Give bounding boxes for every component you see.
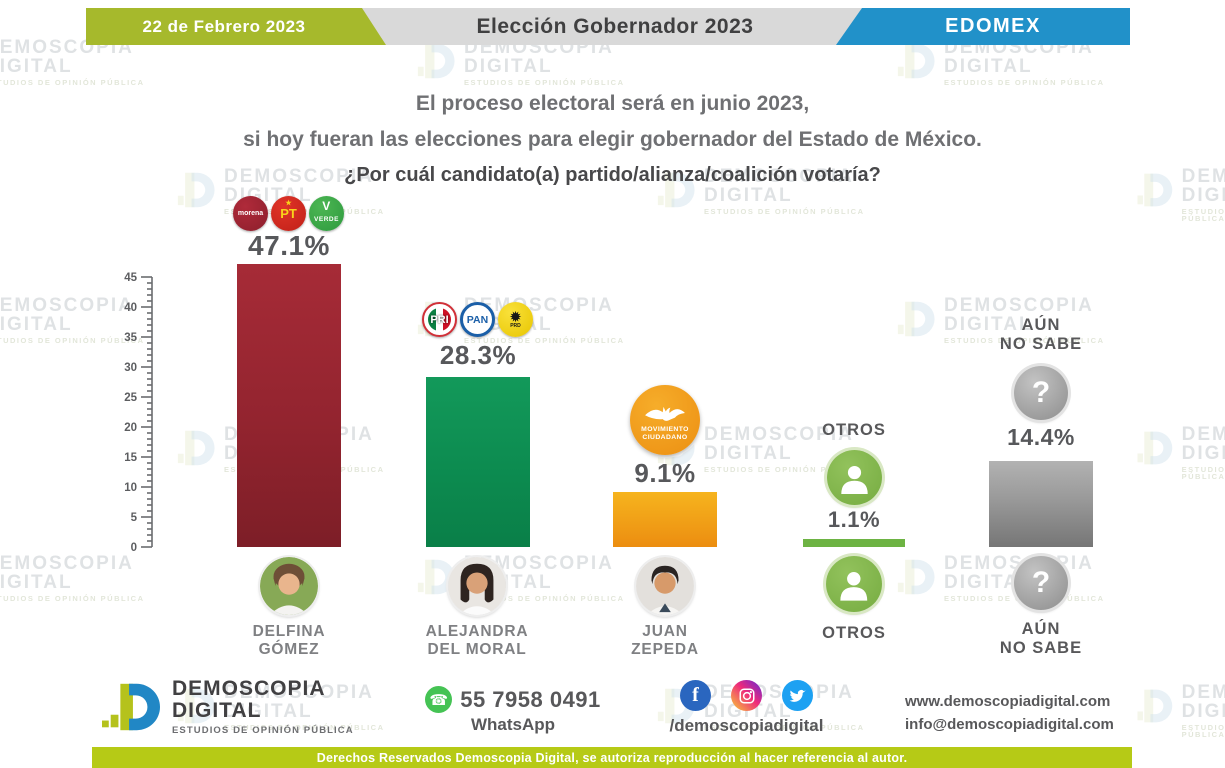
party-logo-pan: PAN	[460, 302, 495, 337]
whatsapp-number: 55 7958 0491	[460, 686, 601, 712]
bar-otros	[803, 539, 905, 547]
brand-tagline: ESTUDIOS DE OPINIÓN PÚBLICA	[172, 725, 354, 737]
value-label-alejandra: 28.3%	[439, 340, 517, 370]
value-label-juan: 9.1%	[634, 458, 696, 488]
bar-juan	[613, 492, 717, 547]
instagram-icon[interactable]	[731, 680, 762, 711]
svg-text:45: 45	[124, 272, 137, 284]
value-label-otros: 1.1%	[827, 507, 881, 532]
party-logo-prd: ✹ PRD	[498, 302, 533, 337]
party-logo-morena: morena	[233, 196, 268, 231]
person-icon	[827, 450, 882, 505]
otros-top-label: OTROS	[822, 421, 886, 439]
svg-text:0: 0	[131, 542, 137, 554]
candidate-name-juan: JUAN ZEPEDA	[631, 623, 699, 658]
demoscopia-d-mark-icon	[102, 683, 160, 731]
email-link[interactable]: info@demoscopiadigital.com	[905, 716, 1114, 734]
party-logo-pri: PRI	[422, 302, 457, 337]
web-contacts: www.demoscopiadigital.com info@demoscopi…	[905, 690, 1145, 737]
svg-text:35: 35	[124, 332, 137, 344]
avatar-alejandra-del-moral	[448, 557, 506, 615]
party-logos-pri-pan-prd: PRI PAN ✹ PRD	[422, 302, 533, 337]
svg-text:10: 10	[124, 482, 137, 494]
party-logo-pt: ★ PT	[271, 196, 306, 231]
otros-bottom-label: OTROS	[822, 624, 886, 642]
whatsapp-icon: ☎	[425, 686, 453, 713]
svg-text:20: 20	[124, 422, 137, 434]
question-line-2: si hoy fueran las elecciones para elegir…	[243, 128, 982, 151]
svg-text:25: 25	[124, 392, 137, 404]
party-logo-movimiento-ciudadano: MOVIMIENTO CIUDADANO	[630, 385, 700, 455]
brand-name-line2: DIGITAL	[172, 699, 262, 723]
y-axis-ruler: 0 5 10 15 20 25 30 35 40 45	[124, 272, 153, 554]
candidate-name-delfina: DELFINA GÓMEZ	[252, 623, 326, 658]
person-icon	[826, 556, 882, 612]
svg-text:40: 40	[124, 302, 137, 314]
svg-text:30: 30	[124, 362, 137, 374]
header-region-badge: EDOMEX	[836, 8, 1130, 45]
value-label-delfina: 47.1%	[248, 230, 330, 261]
bar-delfina	[237, 264, 341, 547]
social-links: f /demoscopiadigital	[664, 680, 829, 736]
twitter-icon[interactable]	[782, 680, 813, 711]
whatsapp-contact: ☎ 55 7958 0491 WhatsApp	[408, 686, 618, 735]
question-line-3: ¿Por cuál candidato(a) partido/alianza/c…	[344, 164, 881, 186]
undecided-top-label: AÚN NO SABE	[999, 316, 1083, 353]
party-logos-morena-pt-verde: morena ★ PT V VERDE	[233, 196, 344, 231]
demoscopia-logo: DEMOSCOPIA DIGITAL ESTUDIOS DE OPINIÓN P…	[100, 677, 354, 737]
svg-text:5: 5	[131, 512, 138, 524]
question-mark-icon: ?	[1014, 556, 1068, 610]
question-mark-icon: ?	[1014, 366, 1068, 420]
bar-undecided	[989, 461, 1093, 547]
avatar-juan-zepeda	[636, 557, 694, 615]
question-line-1: El proceso electoral será en junio 2023,	[415, 92, 810, 115]
undecided-bottom-label: AÚN NO SABE	[999, 620, 1083, 657]
value-label-undecided: 14.4%	[1007, 424, 1075, 450]
website-link[interactable]: www.demoscopiadigital.com	[905, 693, 1111, 710]
mc-eagle-icon	[645, 407, 685, 422]
social-handle[interactable]: /demoscopiadigital	[669, 716, 824, 735]
svg-text:15: 15	[124, 452, 137, 464]
party-logo-verde: V VERDE	[309, 196, 344, 231]
header-date-badge: 22 de Febrero 2023	[86, 8, 386, 45]
candidate-name-alejandra: ALEJANDRA DEL MORAL	[425, 623, 529, 658]
brand-name-line1: DEMOSCOPIA	[172, 677, 326, 700]
whatsapp-label: WhatsApp	[470, 715, 556, 734]
header-title: Elección Gobernador 2023	[476, 14, 754, 38]
avatar-delfina-gomez	[260, 557, 318, 615]
copyright-bar: Derechos Reservados Demoscopia Digital, …	[92, 747, 1132, 768]
facebook-icon[interactable]: f	[680, 680, 711, 711]
bar-alejandra	[426, 377, 530, 547]
